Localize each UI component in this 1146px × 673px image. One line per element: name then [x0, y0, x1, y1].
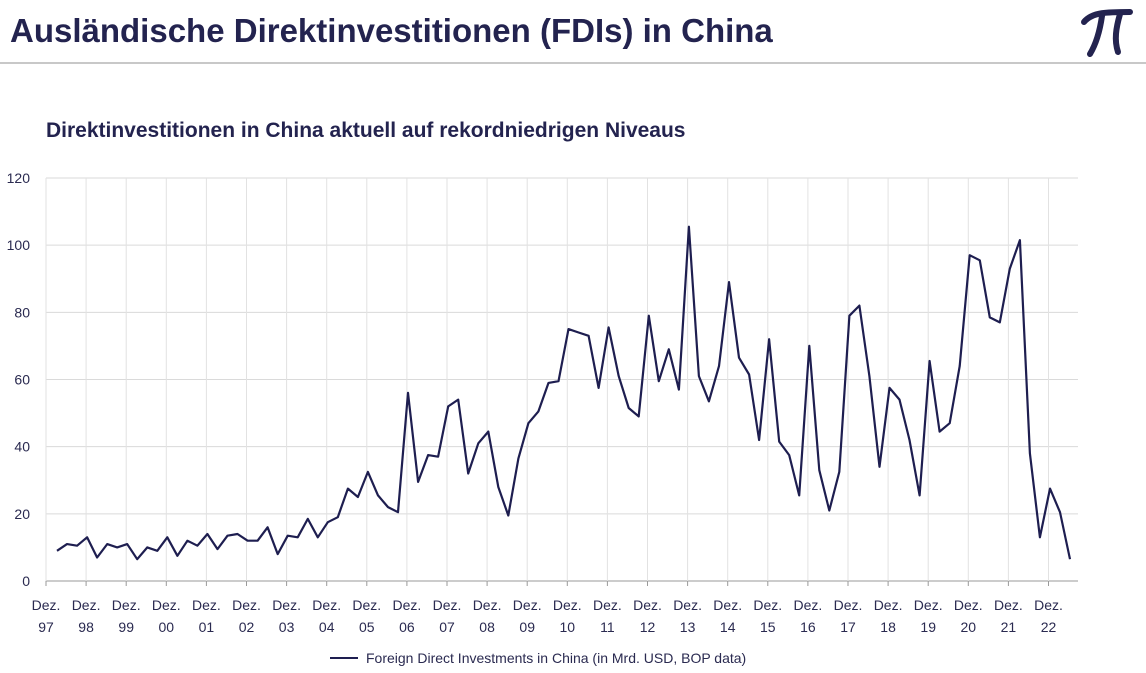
x-tick-label: Dez.	[633, 597, 662, 613]
x-tick-label: Dez.	[794, 597, 823, 613]
x-tick-label: 00	[159, 619, 175, 635]
x-tick-label: Dez.	[994, 597, 1023, 613]
x-tick-label: 22	[1041, 619, 1057, 635]
x-tick-label: Dez.	[914, 597, 943, 613]
x-tick-label: Dez.	[593, 597, 622, 613]
x-tick-label: Dez.	[152, 597, 181, 613]
series-line	[56, 225, 1072, 561]
x-tick-label: Dez.	[192, 597, 221, 613]
x-tick-label: 15	[760, 619, 776, 635]
x-tick-label: 20	[961, 619, 977, 635]
legend-swatch	[330, 657, 358, 659]
legend-label: Foreign Direct Investments in China (in …	[366, 650, 747, 666]
page-title: Ausländische Direktinvestitionen (FDIs) …	[10, 12, 773, 49]
x-tick-label: 12	[640, 619, 656, 635]
x-tick-label: Dez.	[312, 597, 341, 613]
x-tick-label: Dez.	[834, 597, 863, 613]
x-tick-label: 18	[880, 619, 896, 635]
x-tick-label: Dez.	[272, 597, 301, 613]
x-tick-label: 11	[600, 619, 615, 635]
y-tick-label: 60	[14, 372, 30, 388]
x-tick-label: Dez.	[393, 597, 422, 613]
x-tick-label: Dez.	[713, 597, 742, 613]
header-divider	[0, 62, 1146, 64]
pi-icon	[1081, 9, 1133, 57]
y-tick-label: 120	[7, 170, 31, 186]
x-tick-label: Dez.	[232, 597, 261, 613]
y-tick-label: 20	[14, 506, 30, 522]
x-tick-label: 04	[319, 619, 335, 635]
x-tick-label: Dez.	[673, 597, 702, 613]
x-tick-label: Dez.	[72, 597, 101, 613]
x-tick-label: 99	[118, 619, 134, 635]
x-tick-label: Dez.	[954, 597, 983, 613]
x-tick-label: 13	[680, 619, 696, 635]
chart-legend: Foreign Direct Investments in China (in …	[330, 650, 746, 666]
x-tick-label: 14	[720, 619, 736, 635]
x-tick-label: Dez.	[513, 597, 542, 613]
y-tick-label: 80	[14, 304, 30, 320]
y-tick-label: 40	[14, 439, 30, 455]
x-tick-label: 03	[279, 619, 295, 635]
x-tick-label: 17	[840, 619, 856, 635]
chart-title: Direktinvestitionen in China aktuell auf…	[46, 119, 686, 142]
x-tick-label: Dez.	[753, 597, 782, 613]
x-tick-label: 01	[199, 619, 215, 635]
x-tick-label: Dez.	[32, 597, 61, 613]
x-tick-label: 97	[38, 619, 54, 635]
x-tick-label: 08	[479, 619, 495, 635]
x-tick-label: Dez.	[112, 597, 141, 613]
x-tick-label: Dez.	[473, 597, 502, 613]
x-tick-label: 10	[560, 619, 576, 635]
x-tick-label: Dez.	[433, 597, 462, 613]
x-tick-label: Dez.	[352, 597, 381, 613]
x-tick-label: Dez.	[1034, 597, 1063, 613]
y-tick-label: 100	[7, 237, 31, 253]
x-tick-label: 06	[399, 619, 415, 635]
x-tick-label: Dez.	[874, 597, 903, 613]
x-tick-label: 02	[239, 619, 255, 635]
x-tick-label: 07	[439, 619, 455, 635]
y-tick-label: 0	[22, 573, 30, 589]
x-tick-label: Dez.	[553, 597, 582, 613]
x-tick-label: 19	[920, 619, 936, 635]
x-tick-label: 21	[1001, 619, 1017, 635]
x-tick-label: 09	[519, 619, 535, 635]
x-tick-label: 16	[800, 619, 816, 635]
x-tick-label: 05	[359, 619, 375, 635]
x-tick-label: 98	[78, 619, 94, 635]
